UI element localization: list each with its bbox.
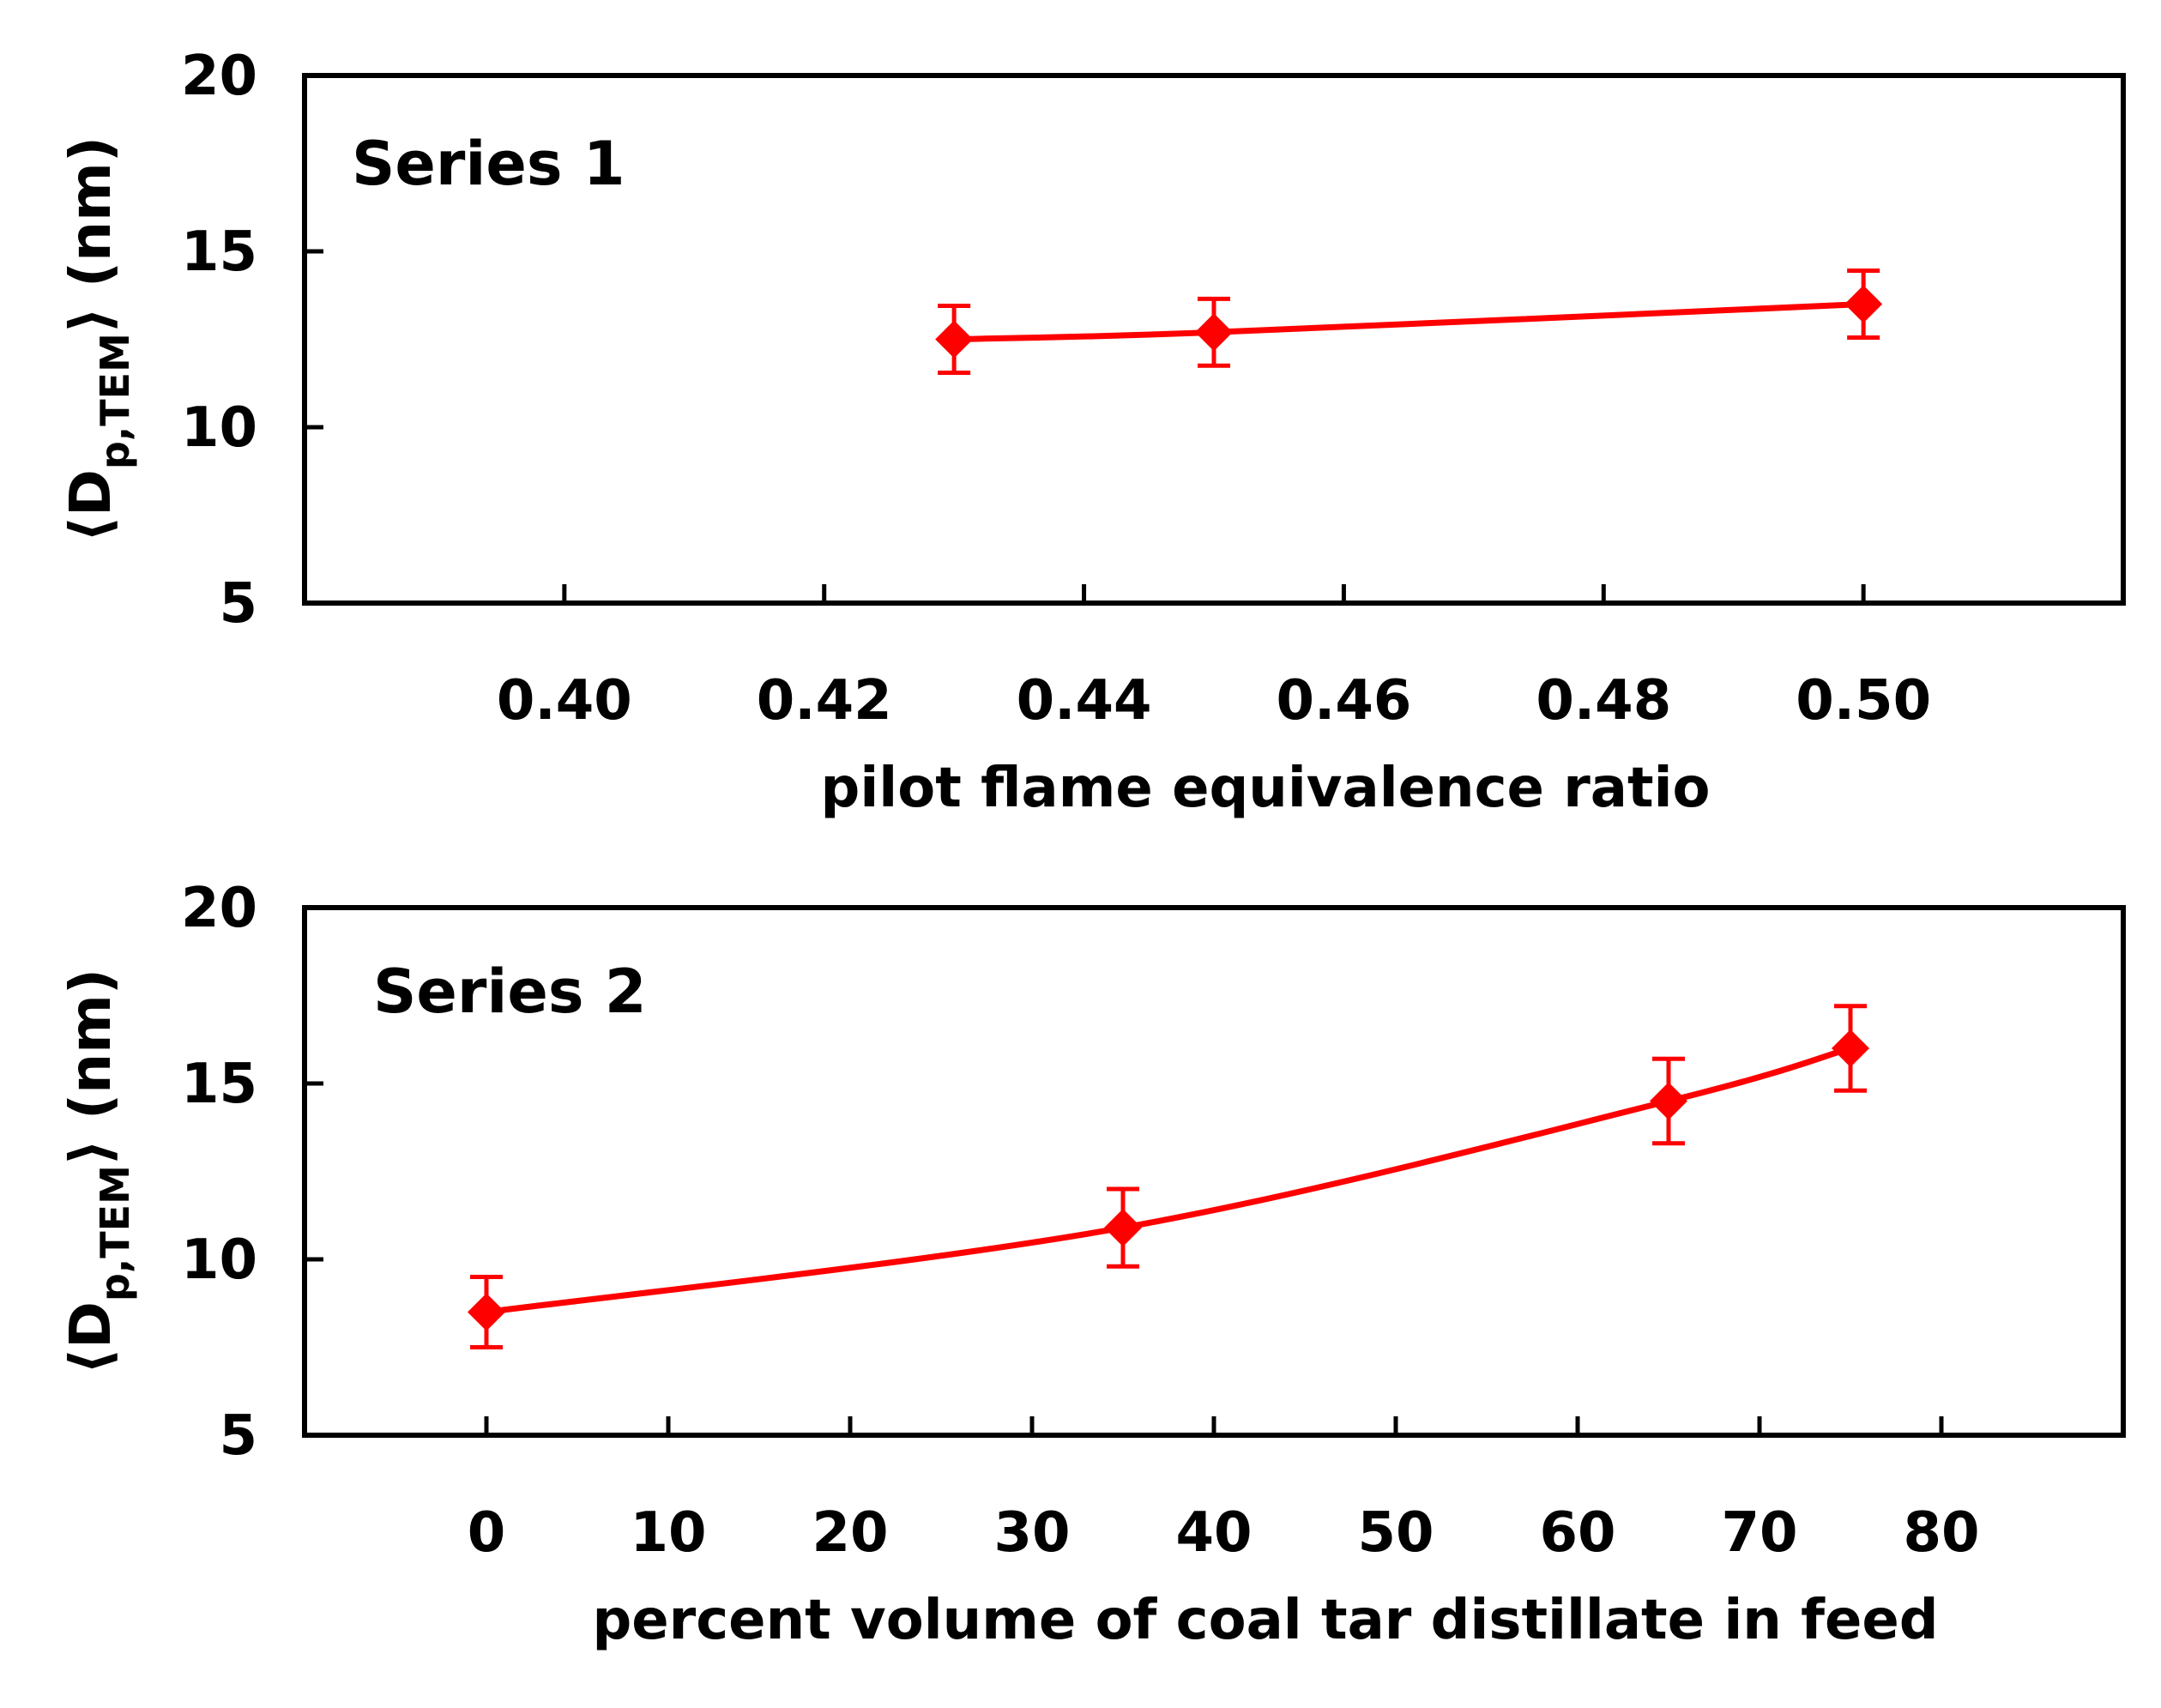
y-tick-label: 15 — [181, 1053, 257, 1116]
x-tick-label: 0.44 — [1017, 669, 1152, 733]
data-point-marker — [1195, 313, 1233, 352]
data-point-marker — [1832, 1029, 1869, 1067]
y-tick-label: 5 — [219, 1404, 257, 1468]
x-tick-label: 30 — [993, 1501, 1070, 1565]
x-tick-label: 20 — [812, 1501, 888, 1565]
series-annotation: Series 1 — [352, 129, 625, 199]
x-tick-label: 0 — [468, 1501, 506, 1565]
y-tick-label: 10 — [181, 1228, 257, 1292]
series-annotation: Series 2 — [373, 957, 647, 1027]
x-tick-label: 40 — [1175, 1501, 1252, 1565]
data-point-marker — [1844, 285, 1883, 323]
y-axis-label-symbol: D — [57, 1301, 124, 1349]
x-tick-label: 0.42 — [757, 669, 892, 733]
x-tick-label: 80 — [1903, 1501, 1979, 1565]
series-line — [954, 301, 1864, 342]
x-tick-label: 70 — [1721, 1501, 1797, 1565]
plot-frame — [302, 73, 2126, 606]
y-tick-label: 15 — [181, 220, 257, 284]
x-axis-label: pilot flame equivalence ratio — [821, 757, 1711, 820]
data-point-marker — [468, 1293, 505, 1331]
y-tick-label: 20 — [181, 877, 257, 940]
y-axis-label-symbol: D — [57, 469, 124, 516]
y-axis-label-subscript: p,TEM — [92, 333, 138, 469]
y-axis-label-bracket-close: ⟩ — [57, 1120, 124, 1165]
x-tick-label: 10 — [630, 1501, 706, 1565]
x-tick-label: 0.48 — [1536, 669, 1671, 733]
y-tick-label: 5 — [219, 572, 257, 636]
y-axis-label-subscript: p,TEM — [92, 1165, 138, 1301]
data-point-marker — [1650, 1082, 1687, 1120]
y-axis-label-unit: (nm) — [57, 136, 124, 287]
y-axis-label-bracket-close: ⟩ — [57, 287, 124, 333]
x-tick-label: 0.40 — [497, 669, 632, 733]
x-tick-label: 60 — [1539, 1501, 1615, 1565]
x-axis-label: percent volume of coal tar distillate in… — [592, 1589, 1938, 1652]
x-tick-label: 0.46 — [1276, 669, 1411, 733]
chart-panel-2: 5 10 15 20 0 10 20 30 40 50 60 70 80 percent volume o… — [57, 877, 2126, 1652]
y-axis-label: ⟨Dp,TEM⟩ (nm) — [57, 136, 138, 542]
series-line — [486, 1045, 1851, 1315]
y-axis-label-bracket-open: ⟨ — [57, 1349, 124, 1374]
y-tick-label: 20 — [181, 45, 257, 108]
y-tick-label: 10 — [181, 396, 257, 460]
y-axis-label-bracket-open: ⟨ — [57, 516, 124, 542]
y-axis-label: ⟨Dp,TEM⟩ (nm) — [57, 969, 138, 1374]
y-axis-label-unit: (nm) — [57, 969, 124, 1120]
x-tick-label: 50 — [1357, 1501, 1434, 1565]
chart-panel-1: 5 10 15 20 0.40 0.42 0.44 0.46 0.48 0.50 pilot fla… — [57, 45, 2126, 820]
data-point-marker — [1104, 1209, 1142, 1247]
data-point-marker — [935, 320, 974, 359]
x-tick-label: 0.50 — [1796, 669, 1931, 733]
